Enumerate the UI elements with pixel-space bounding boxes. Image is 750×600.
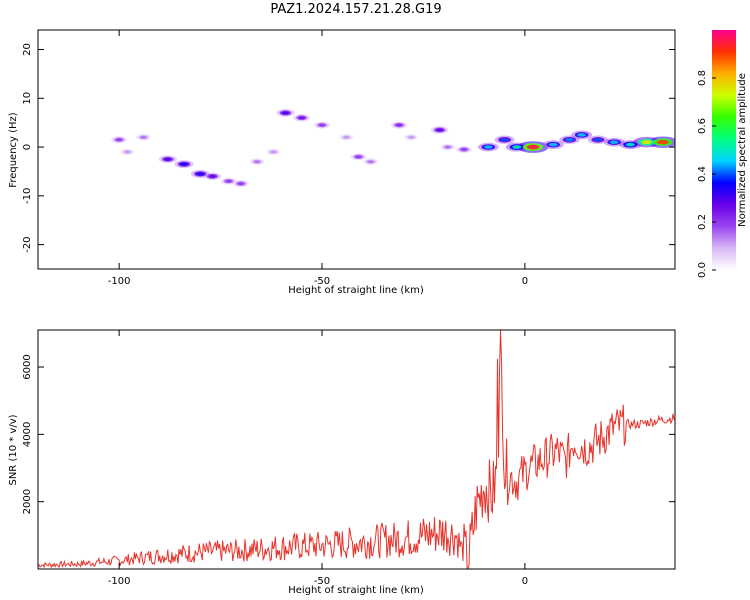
svg-text:-10: -10 — [22, 188, 33, 204]
spectrogram-cell — [656, 139, 669, 145]
x-tick: -100 — [108, 30, 131, 287]
spectrogram-frame — [37, 29, 676, 270]
spectrogram-cell — [355, 155, 362, 159]
colorbar-label: Normalized spectral amplitude — [737, 73, 748, 227]
svg-text:-50: -50 — [314, 576, 330, 587]
snr-y-axis: 2000 4000 6000 — [22, 354, 675, 514]
spectrogram-cell — [484, 145, 493, 149]
snr-panel: -100 -50 0 2000 4000 6000 Height of straight… — [8, 329, 676, 596]
spectrogram-cell — [444, 145, 451, 149]
y-tick: -10 — [22, 188, 675, 204]
snr-x-axis: -100 -50 0 — [108, 330, 528, 587]
svg-text:0.8: 0.8 — [697, 70, 708, 86]
svg-text:-100: -100 — [108, 576, 131, 587]
spectrogram-heatmap — [111, 109, 675, 188]
snr-frame — [37, 329, 676, 570]
colorbar-tick: 0.0 — [697, 262, 716, 278]
spectrogram-cell — [460, 148, 468, 151]
spectrogram-cell — [237, 182, 245, 186]
spectrogram-cell — [408, 135, 415, 139]
spectrogram-cell — [577, 133, 586, 137]
snr-series — [37, 329, 676, 569]
svg-text:0.4: 0.4 — [697, 166, 708, 182]
x-tick: -50 — [314, 330, 330, 587]
svg-text:2000: 2000 — [22, 489, 33, 514]
y-tick: 2000 — [22, 489, 675, 514]
y-tick: 4000 — [22, 422, 675, 447]
spectrogram-cell — [526, 144, 540, 150]
spectrogram-cell — [609, 140, 619, 144]
svg-text:-50: -50 — [314, 276, 330, 287]
svg-text:20: 20 — [22, 43, 33, 56]
spectrogram-cell — [367, 160, 374, 164]
colorbar-tick: 0.2 — [697, 214, 716, 230]
spectrogram-cell — [565, 138, 574, 142]
spectrogram-cell — [254, 160, 261, 164]
svg-text:0: 0 — [522, 576, 528, 587]
y-tick: 10 — [22, 92, 675, 105]
spectrogram-cell — [436, 128, 444, 132]
svg-text:0.0: 0.0 — [697, 262, 708, 278]
x-tick: -50 — [314, 30, 330, 287]
spectrogram-x-axis: -100 -50 0 — [108, 30, 528, 287]
spectrogram-x-label: Height of straight line (km) — [288, 285, 424, 296]
chart-title: PAZ1.2024.157.21.28.G19 — [270, 2, 442, 17]
spectrogram-cell — [641, 140, 652, 145]
y-tick: -20 — [22, 236, 675, 253]
spectrogram-cell — [270, 150, 277, 154]
svg-text:4000: 4000 — [22, 422, 33, 447]
snr-line — [37, 329, 676, 569]
colorbar-tick: 0.4 — [697, 166, 716, 182]
colorbar-tick: 0.6 — [697, 118, 716, 134]
spectrogram-cell — [549, 142, 558, 147]
y-tick: 0 — [22, 144, 675, 150]
x-tick: 0 — [522, 30, 528, 287]
spectrogram-cell — [500, 138, 509, 142]
spectrogram-cell — [180, 162, 188, 166]
svg-text:6000: 6000 — [22, 354, 33, 379]
colorbar: 0.0 0.2 0.4 0.6 0.8 Normalized spectral ampl… — [697, 30, 748, 278]
spectrogram-y-label: Frequency (Hz) — [8, 112, 19, 188]
svg-text:0.2: 0.2 — [697, 214, 708, 230]
svg-text:0.6: 0.6 — [697, 118, 708, 134]
spectrogram-cell — [196, 172, 205, 176]
snr-y-label: SNR (10 * v/v) — [8, 414, 19, 485]
svg-text:0: 0 — [522, 276, 528, 287]
spectrogram-cell — [208, 174, 216, 178]
spectrogram-cell — [593, 138, 602, 142]
svg-text:10: 10 — [22, 92, 33, 105]
spectrogram-cell — [298, 116, 306, 120]
spectrogram-cell — [115, 138, 123, 142]
spectrogram-cell — [281, 111, 290, 115]
spectrogram-cell — [318, 123, 326, 127]
colorbar-gradient — [712, 30, 736, 270]
x-tick: 0 — [522, 330, 528, 587]
colorbar-tick: 0.8 — [697, 70, 716, 86]
spectrogram-cell — [343, 135, 350, 139]
svg-text:0: 0 — [22, 144, 33, 150]
snr-x-label: Height of straight line (km) — [288, 585, 424, 596]
y-tick: 6000 — [22, 354, 675, 380]
svg-text:-100: -100 — [108, 276, 131, 287]
spectrogram-cell — [625, 142, 635, 147]
spectrogram-cell — [395, 123, 403, 127]
spectrogram-cell — [512, 145, 522, 149]
y-tick: 20 — [22, 43, 675, 56]
x-tick: -100 — [108, 330, 131, 587]
spectrogram-cell — [164, 157, 172, 161]
spectrogram-y-axis: -20 -10 0 10 20 — [22, 43, 675, 253]
spectrogram-cell — [225, 179, 232, 183]
svg-text:-20: -20 — [22, 236, 33, 252]
spectrogram-cell — [124, 150, 131, 154]
colorbar-ticks: 0.0 0.2 0.4 0.6 0.8 — [697, 70, 716, 278]
spectrogram-cell — [140, 135, 147, 139]
